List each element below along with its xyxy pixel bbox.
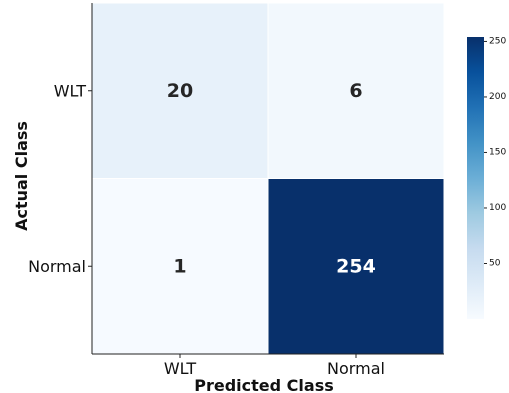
y-tick-labels: WLT Normal: [28, 81, 92, 276]
x-tick-labels: WLT Normal: [164, 354, 385, 378]
x-axis-title: Predicted Class: [194, 376, 333, 393]
colorbar-tick-label: 200: [489, 92, 506, 102]
colorbar: [467, 37, 484, 319]
cell-value-labels: 20 6 1 254: [167, 80, 376, 278]
cell-value-label: 6: [349, 80, 362, 102]
colorbar-tick-label: 100: [489, 203, 506, 213]
colorbar-tick-label: 50: [489, 258, 501, 268]
x-tick-label: Normal: [327, 359, 385, 378]
y-tick-label: WLT: [54, 81, 87, 100]
x-tick-label: WLT: [164, 359, 197, 378]
y-tick-label: Normal: [28, 257, 86, 276]
colorbar-ticks: 50 100 150 200 250: [484, 36, 506, 268]
cell-value-label: 1: [173, 255, 186, 277]
cell-value-label: 254: [336, 255, 376, 277]
heatmap-cell: [267, 178, 445, 355]
cell-value-label: 20: [167, 80, 193, 102]
y-axis-title: Actual Class: [12, 121, 31, 231]
heatmap-cell: [91, 2, 269, 179]
heatmap-cell: [267, 2, 445, 179]
heatmap-cells: [91, 2, 445, 355]
colorbar-tick-label: 150: [489, 147, 506, 157]
colorbar-tick-label: 250: [489, 36, 506, 46]
heatmap-cell: [91, 178, 269, 355]
